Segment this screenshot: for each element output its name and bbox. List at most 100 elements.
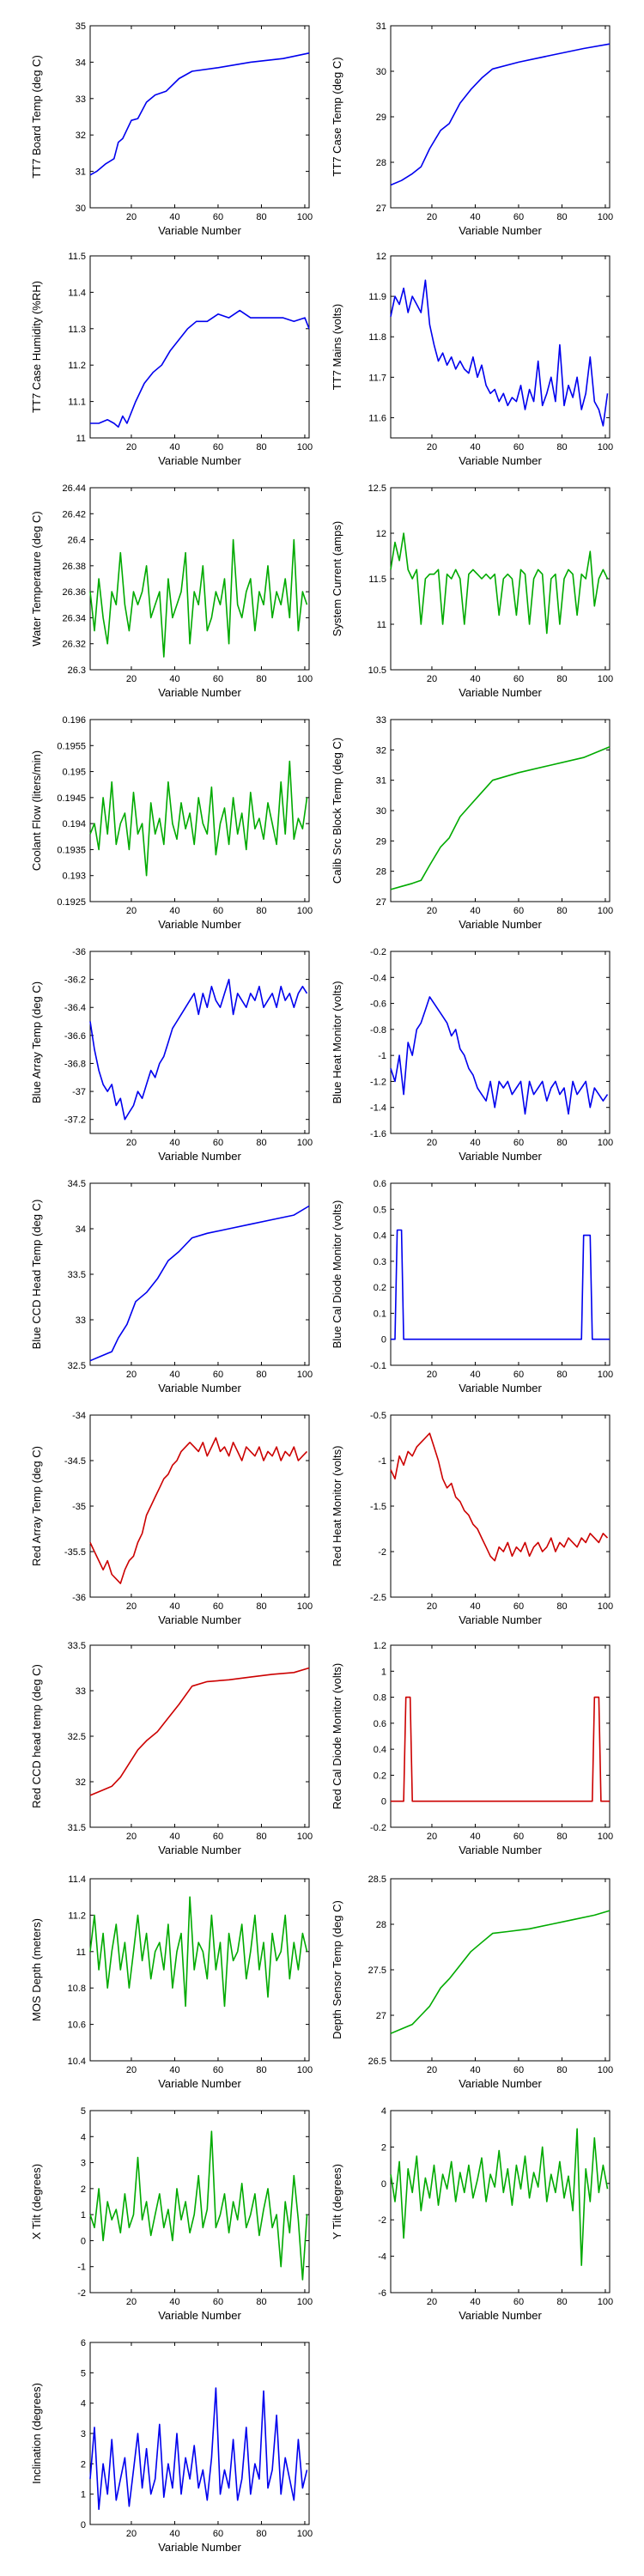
y-tick-label: 10.8: [68, 1984, 86, 1994]
y-axis-label: TT7 Case Temp (deg C): [331, 57, 343, 176]
y-tick-label: 3: [81, 2429, 86, 2439]
y-tick-label: 11: [76, 434, 86, 444]
plot-frame: [390, 1644, 611, 1828]
y-axis-label: System Current (amps): [331, 521, 343, 636]
x-tick-label: 80: [556, 674, 567, 684]
data-series-line: [89, 1437, 308, 1584]
chart-panel-2: 20 40 60 80 100 27 28 29 30 31 Variable Number TT7 …: [331, 21, 613, 237]
x-tick-label: 40: [470, 212, 480, 222]
y-tick-label: 30: [376, 67, 386, 77]
y-axis-label: Red Heat Monitor (volts): [331, 1446, 343, 1567]
y-tick-label: -1.4: [370, 1103, 386, 1114]
y-tick-label: 32: [76, 1777, 86, 1788]
data-series-line: [89, 1896, 308, 2008]
x-tick-label: 60: [513, 2065, 524, 2075]
y-tick-label: 0.3: [374, 1257, 386, 1267]
x-tick-label: 20: [126, 674, 137, 684]
plot-frame: [390, 255, 611, 439]
chart-panel-10: 20 40 60 80 100 -1.6 -1.4 -1.2 -1 -0.8 -0.6 -0.4 -0.…: [331, 947, 613, 1163]
x-axis-label: Variable Number: [459, 686, 542, 699]
x-tick-label: 100: [598, 2065, 613, 2075]
data-series-line: [390, 43, 611, 186]
y-tick-label: 2: [81, 2459, 86, 2470]
y-tick-label: 28.5: [368, 1874, 386, 1885]
chart-panel-7: 20 40 60 80 100 0.1925 0.193 0.1935 0.194 0.1945 0…: [30, 715, 313, 931]
x-tick-label: 60: [213, 906, 223, 916]
chart-panel-15: 20 40 60 80 100 31.5 32 32.5 33 33.5 Variable Numb…: [30, 1641, 313, 1856]
x-tick-label: 100: [598, 906, 613, 916]
y-tick-label: 27: [376, 204, 386, 214]
y-tick-label: 1.2: [374, 1641, 386, 1651]
data-series-line: [391, 1696, 610, 1802]
data-series-line: [390, 996, 609, 1115]
x-tick-label: 20: [126, 2065, 137, 2075]
x-tick-label: 100: [598, 1832, 613, 1842]
y-tick-label: 0.5: [374, 1205, 386, 1215]
y-tick-label: 4: [81, 2132, 86, 2142]
y-tick-label: 29: [376, 112, 386, 123]
y-tick-label: 33: [76, 1686, 86, 1697]
plot-frame: [89, 1878, 310, 2062]
x-tick-label: 60: [213, 1832, 223, 1842]
y-tick-label: -34.5: [64, 1456, 86, 1467]
y-tick-label: 32.5: [68, 1361, 86, 1371]
x-tick-label: 100: [297, 2297, 313, 2307]
data-series-line: [390, 532, 609, 635]
chart-panel-9: 20 40 60 80 100 -37.2 -37 -36.8 -36.6 -36.4 -36.2 -…: [30, 947, 313, 1163]
y-tick-label: 12.5: [368, 483, 386, 494]
y-tick-label: 34: [76, 1224, 86, 1235]
x-axis-label: Variable Number: [158, 1844, 241, 1856]
y-tick-label: 27: [376, 897, 386, 908]
y-tick-label: 0.2: [374, 1283, 386, 1293]
y-tick-label: 2: [81, 2184, 86, 2195]
y-tick-label: -36.6: [64, 1031, 86, 1042]
x-tick-label: 80: [556, 1832, 567, 1842]
y-tick-label: 11.6: [368, 413, 386, 423]
x-tick-label: 60: [213, 1138, 223, 1148]
y-tick-label: -36.4: [64, 1003, 86, 1013]
y-tick-label: 32: [76, 131, 86, 141]
y-tick-label: 31.5: [68, 1823, 86, 1833]
x-axis-label: Variable Number: [158, 1382, 241, 1394]
y-tick-label: 0.2: [374, 1771, 386, 1781]
plot-frame: [390, 1182, 611, 1366]
plot-frame: [89, 1644, 310, 1828]
y-tick-label: 34: [76, 58, 86, 68]
y-tick-label: 11.5: [368, 574, 386, 585]
y-tick-label: -0.6: [370, 999, 386, 1010]
chart-panel-3: 20 40 60 80 100 11 11.1 11.2 11.3 11.4 11.5 Variabl…: [30, 252, 313, 467]
data-series-line: [89, 760, 308, 877]
x-axis-label: Variable Number: [459, 918, 542, 931]
y-tick-label: 11.4: [68, 1874, 86, 1885]
x-tick-label: 40: [169, 2297, 179, 2307]
plot-frame: [89, 1182, 310, 1366]
x-tick-label: 60: [513, 674, 524, 684]
y-axis-label: Inclination (degrees): [30, 2383, 43, 2484]
y-tick-label: 11.2: [68, 361, 86, 371]
y-tick-label: 12: [376, 529, 386, 539]
y-axis-label: Calib Src Block Temp (deg C): [331, 738, 343, 884]
y-tick-label: 4: [81, 2399, 86, 2409]
x-tick-label: 100: [297, 1601, 313, 1612]
data-series-line: [89, 2130, 308, 2281]
y-tick-label: 0: [81, 2236, 86, 2246]
x-tick-label: 80: [556, 1138, 567, 1148]
x-tick-label: 60: [213, 2297, 223, 2307]
x-tick-label: 20: [126, 1370, 137, 1380]
y-tick-label: 30: [76, 204, 86, 214]
chart-panel-19: 20 40 60 80 100 -2 -1 0 1 2 3 4 5 Variable Number X Ti…: [30, 2106, 313, 2322]
y-tick-label: -37: [72, 1087, 86, 1097]
x-tick-label: 80: [556, 906, 567, 916]
chart-panel-13: 20 40 60 80 100 -36 -35.5 -35 -34.5 -34 Variable N…: [30, 1411, 313, 1626]
y-tick-label: 0.1955: [57, 741, 86, 751]
plot-frame: [89, 487, 310, 671]
x-tick-label: 80: [556, 1370, 567, 1380]
plot-frame: [390, 719, 611, 902]
x-tick-label: 60: [213, 2065, 223, 2075]
y-tick-label: 0.4: [374, 1231, 386, 1242]
y-tick-label: 0.1935: [57, 845, 86, 855]
y-tick-label: 1: [81, 2490, 86, 2500]
x-tick-label: 80: [256, 212, 266, 222]
x-tick-label: 20: [126, 1138, 137, 1148]
x-axis-label: Variable Number: [158, 224, 241, 237]
